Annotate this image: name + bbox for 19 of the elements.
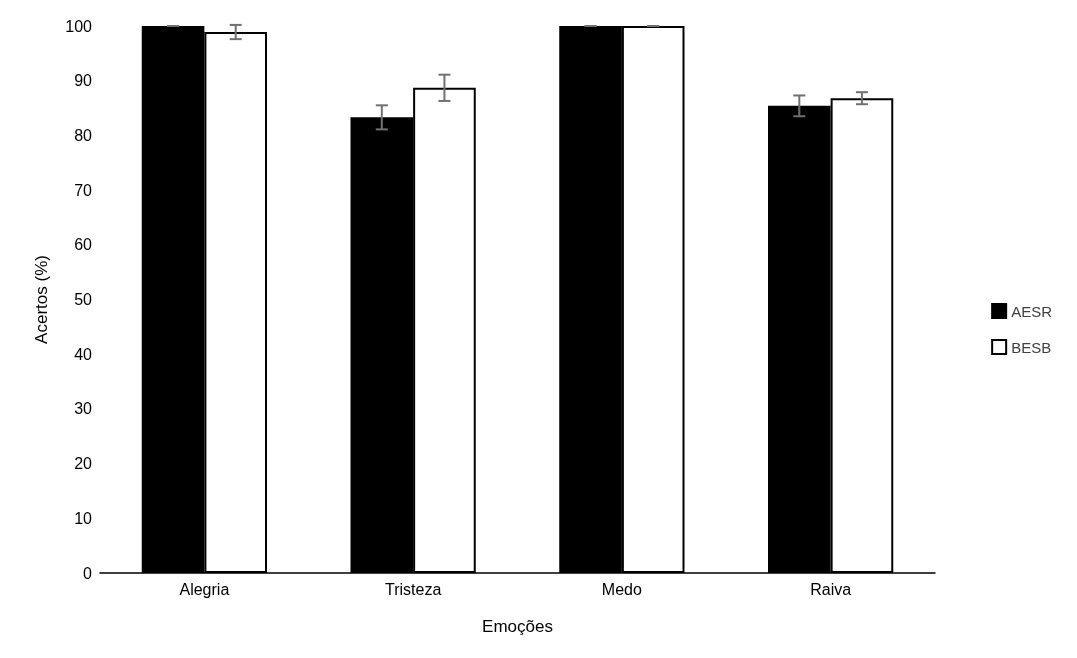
x-tick-label: Alegria xyxy=(179,580,230,598)
y-tick-label: 100 xyxy=(65,17,93,35)
y-tick-label: 90 xyxy=(74,72,93,90)
y-tick-label: 30 xyxy=(74,400,93,418)
y-tick-label: 20 xyxy=(74,455,93,473)
y-tick-label: 80 xyxy=(74,126,93,144)
y-axis-title: Acertos (%) xyxy=(32,255,51,344)
legend-label: AESR xyxy=(1011,302,1053,320)
x-axis-title: Emoções xyxy=(482,617,553,636)
y-tick-label: 10 xyxy=(74,509,93,527)
x-tick-label: Tristeza xyxy=(384,580,442,598)
x-tick-label: Raiva xyxy=(810,580,852,598)
y-tick-label: 70 xyxy=(74,181,93,199)
x-tick-label: Medo xyxy=(601,580,642,598)
legend-label: BESB xyxy=(1011,338,1052,356)
y-tick-label: 0 xyxy=(83,564,93,582)
y-tick-label: 40 xyxy=(74,345,93,363)
y-tick-label: 50 xyxy=(74,291,93,308)
y-tick-label: 60 xyxy=(74,236,93,254)
